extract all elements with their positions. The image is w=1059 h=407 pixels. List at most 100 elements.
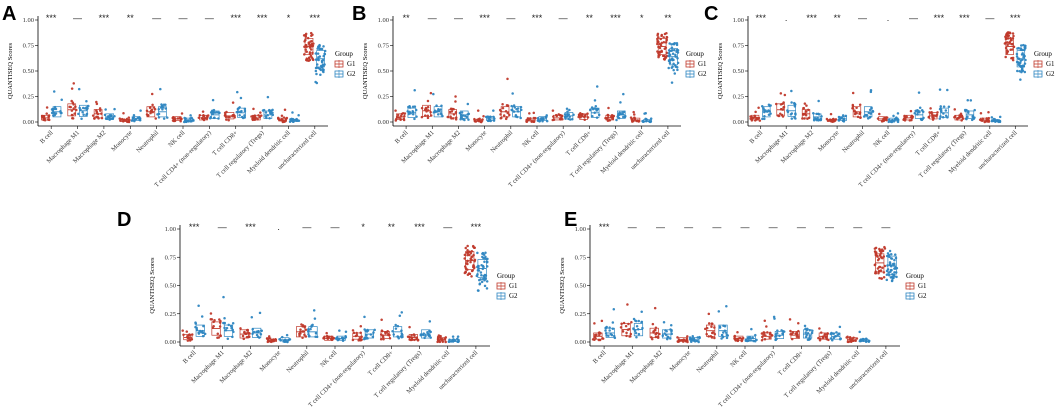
data-point-G1 xyxy=(853,112,857,116)
data-point-G1 xyxy=(438,340,442,344)
significance-label: *** xyxy=(471,222,482,232)
significance-label: — xyxy=(559,13,568,23)
data-point-G2 xyxy=(344,330,348,334)
data-point-G2 xyxy=(594,105,598,108)
data-point-G2 xyxy=(80,117,83,120)
significance-label: ** xyxy=(664,13,672,23)
data-point-G1 xyxy=(426,99,430,103)
data-point-G1 xyxy=(710,325,713,329)
panel-E: E 0.00 0.25 0.50 0.75 1.00 QUANTISEQ Scores B c… xyxy=(559,209,927,407)
significance-label: — xyxy=(985,13,994,23)
significance-label: *** xyxy=(99,13,110,23)
data-point-G1 xyxy=(858,103,862,106)
data-point-G2 xyxy=(768,104,772,107)
data-point-G1 xyxy=(469,251,473,255)
y-axis-title: QUANTISEQ Scores xyxy=(362,42,369,99)
data-point-G2 xyxy=(479,271,483,274)
data-point-G2 xyxy=(439,108,442,111)
y-tick-label: 0.50 xyxy=(165,283,176,290)
data-point-G1 xyxy=(180,112,184,115)
data-point-G2 xyxy=(1019,47,1023,50)
data-point-G2 xyxy=(888,261,892,264)
y-tick-label: 0.00 xyxy=(165,339,176,346)
data-point-G1 xyxy=(657,55,660,59)
data-point-G2 xyxy=(670,49,673,53)
data-point-G2 xyxy=(944,114,948,117)
data-point-G1 xyxy=(877,257,881,261)
data-point-G2 xyxy=(790,112,794,115)
data-point-G1 xyxy=(307,56,311,60)
data-point-G2 xyxy=(511,108,514,112)
data-point-G1 xyxy=(351,329,355,332)
data-point-G2 xyxy=(211,98,215,102)
y-tick-label: 0.25 xyxy=(165,311,176,318)
data-point-G2 xyxy=(243,114,246,117)
data-point-G1 xyxy=(466,248,469,252)
data-point-G2 xyxy=(400,311,404,314)
data-point-G2 xyxy=(317,58,320,62)
data-point-G1 xyxy=(304,328,308,332)
data-point-G2 xyxy=(662,321,666,324)
y-tick-label: 0.50 xyxy=(733,68,744,75)
significance-label: ** xyxy=(834,13,842,23)
data-point-G2 xyxy=(939,105,942,108)
data-point-G1 xyxy=(654,328,657,332)
x-tick-label: NK cell xyxy=(319,349,339,369)
data-point-G2 xyxy=(426,331,429,334)
significance-label: — xyxy=(797,222,806,232)
data-point-G2 xyxy=(82,113,85,117)
data-point-G1 xyxy=(394,109,397,112)
data-point-G2 xyxy=(514,115,518,118)
data-point-G1 xyxy=(851,91,855,95)
data-point-G2 xyxy=(804,327,807,330)
data-point-G1 xyxy=(201,110,205,113)
data-point-G2 xyxy=(672,62,675,66)
data-point-G1 xyxy=(876,267,880,270)
data-point-G1 xyxy=(241,334,245,338)
data-point-G1 xyxy=(72,82,75,85)
data-point-G2 xyxy=(316,47,319,50)
data-point-G2 xyxy=(868,108,872,112)
significance-label: *** xyxy=(755,13,766,23)
significance-label: — xyxy=(881,222,890,232)
data-point-G2 xyxy=(794,117,797,120)
data-point-G1 xyxy=(502,114,506,117)
data-point-G2 xyxy=(314,332,318,335)
data-point-G1 xyxy=(877,270,881,273)
data-point-G1 xyxy=(309,40,312,43)
data-point-G2 xyxy=(645,117,648,121)
data-point-G2 xyxy=(917,91,921,94)
data-point-G2 xyxy=(408,106,412,109)
y-tick-label: 0.25 xyxy=(23,94,34,101)
data-point-G1 xyxy=(663,57,666,61)
data-point-G2 xyxy=(266,95,270,99)
data-point-G1 xyxy=(878,112,881,116)
data-point-G1 xyxy=(577,115,580,119)
x-tick-label: T cell regulatory (Tregs) xyxy=(783,349,833,399)
data-point-G2 xyxy=(790,117,794,120)
data-point-G2 xyxy=(723,324,727,328)
data-point-G2 xyxy=(893,258,896,262)
data-point-G2 xyxy=(194,321,197,324)
data-point-G1 xyxy=(1011,32,1015,35)
data-point-G2 xyxy=(104,108,107,111)
data-point-G1 xyxy=(501,106,505,110)
legend: Group G1 G2 xyxy=(685,50,707,78)
x-tick-label: B cell xyxy=(394,129,410,145)
data-point-G1 xyxy=(464,270,467,274)
legend-title: Group xyxy=(686,50,704,58)
data-point-G1 xyxy=(788,318,792,321)
data-point-G2 xyxy=(157,116,161,119)
legend-label-G1: G1 xyxy=(698,60,707,68)
data-point-G2 xyxy=(793,101,796,105)
data-point-G1 xyxy=(70,99,73,103)
box-G1 xyxy=(120,119,129,122)
data-point-G1 xyxy=(1008,42,1011,45)
data-point-G1 xyxy=(127,116,131,119)
data-point-G1 xyxy=(216,336,219,339)
data-point-G1 xyxy=(173,119,177,123)
data-point-G1 xyxy=(561,118,564,121)
x-tick-label: Neutrophil xyxy=(841,129,866,154)
significance-label: — xyxy=(769,222,778,232)
data-point-G1 xyxy=(829,112,833,116)
